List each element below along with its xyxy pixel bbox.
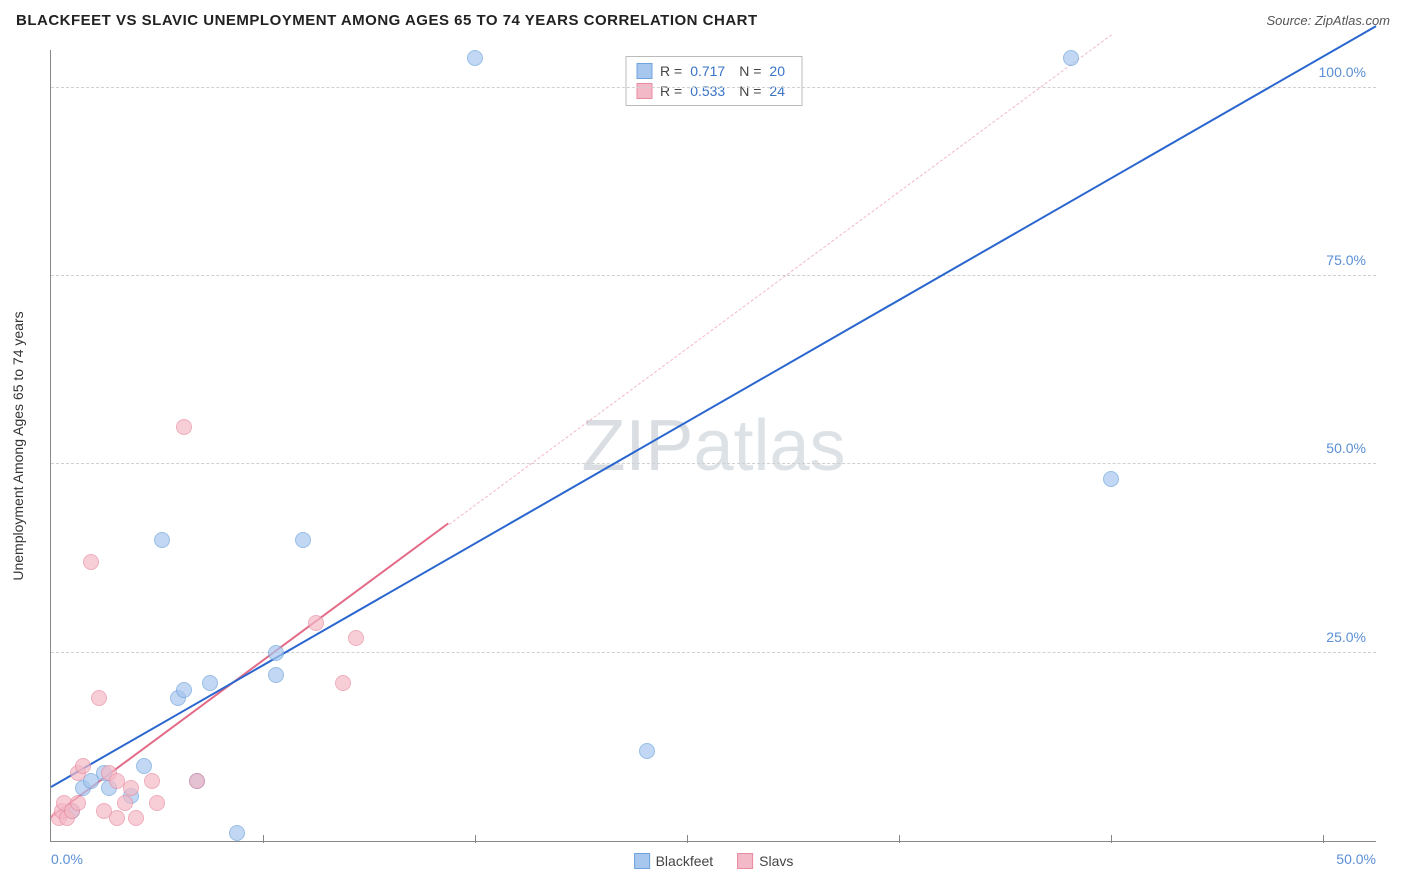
data-point (136, 758, 152, 774)
data-point (268, 645, 284, 661)
stats-row-slavs: R = 0.533 N = 24 (636, 81, 791, 101)
data-point (123, 780, 139, 796)
header: BLACKFEET VS SLAVIC UNEMPLOYMENT AMONG A… (0, 0, 1406, 40)
trend-line (51, 26, 1377, 789)
correlation-stats-box: R = 0.717 N = 20 R = 0.533 N = 24 (625, 56, 802, 106)
x-tick (1323, 835, 1324, 843)
legend-item-blackfeet: Blackfeet (634, 853, 714, 869)
n-value-blackfeet: 20 (769, 63, 785, 79)
legend-swatch-blackfeet (634, 853, 650, 869)
data-point (467, 50, 483, 66)
y-tick-label: 100.0% (1319, 64, 1366, 80)
data-point (75, 758, 91, 774)
stats-row-blackfeet: R = 0.717 N = 20 (636, 61, 791, 81)
data-point (1103, 471, 1119, 487)
data-point (144, 773, 160, 789)
x-tick (899, 835, 900, 843)
legend: Blackfeet Slavs (634, 853, 794, 869)
swatch-blackfeet (636, 63, 652, 79)
gridline (51, 463, 1376, 464)
data-point (189, 773, 205, 789)
data-point (229, 825, 245, 841)
source-label: Source: ZipAtlas.com (1266, 13, 1390, 28)
data-point (202, 675, 218, 691)
chart-area: ZIPatlas R = 0.717 N = 20 R = 0.533 N = … (50, 50, 1376, 842)
data-point (91, 690, 107, 706)
watermark: ZIPatlas (581, 405, 845, 487)
gridline (51, 87, 1376, 88)
y-tick-label: 75.0% (1326, 252, 1366, 268)
gridline (51, 275, 1376, 276)
chart-title: BLACKFEET VS SLAVIC UNEMPLOYMENT AMONG A… (16, 12, 758, 29)
x-tick (475, 835, 476, 843)
x-tick (1111, 835, 1112, 843)
data-point (109, 810, 125, 826)
y-tick-label: 50.0% (1326, 440, 1366, 456)
data-point (70, 795, 86, 811)
legend-item-slavs: Slavs (737, 853, 793, 869)
data-point (83, 554, 99, 570)
y-tick-label: 25.0% (1326, 629, 1366, 645)
data-point (176, 682, 192, 698)
data-point (308, 615, 324, 631)
data-point (176, 419, 192, 435)
r-value-blackfeet: 0.717 (690, 63, 725, 79)
x-tick (687, 835, 688, 843)
data-point (154, 532, 170, 548)
data-point (117, 795, 133, 811)
gridline (51, 652, 1376, 653)
data-point (149, 795, 165, 811)
legend-swatch-slavs (737, 853, 753, 869)
n-value-slavs: 24 (769, 83, 785, 99)
data-point (1063, 50, 1079, 66)
data-point (295, 532, 311, 548)
y-axis-label: Unemployment Among Ages 65 to 74 years (10, 311, 26, 580)
legend-label-blackfeet: Blackfeet (656, 853, 714, 869)
r-value-slavs: 0.533 (690, 83, 725, 99)
data-point (335, 675, 351, 691)
x-tick-label: 0.0% (51, 851, 83, 867)
x-tick-label: 50.0% (1336, 851, 1376, 867)
data-point (268, 667, 284, 683)
plot-region: ZIPatlas R = 0.717 N = 20 R = 0.533 N = … (50, 50, 1376, 842)
swatch-slavs (636, 83, 652, 99)
x-tick (263, 835, 264, 843)
trend-line (448, 34, 1111, 524)
data-point (639, 743, 655, 759)
data-point (348, 630, 364, 646)
legend-label-slavs: Slavs (759, 853, 793, 869)
data-point (128, 810, 144, 826)
